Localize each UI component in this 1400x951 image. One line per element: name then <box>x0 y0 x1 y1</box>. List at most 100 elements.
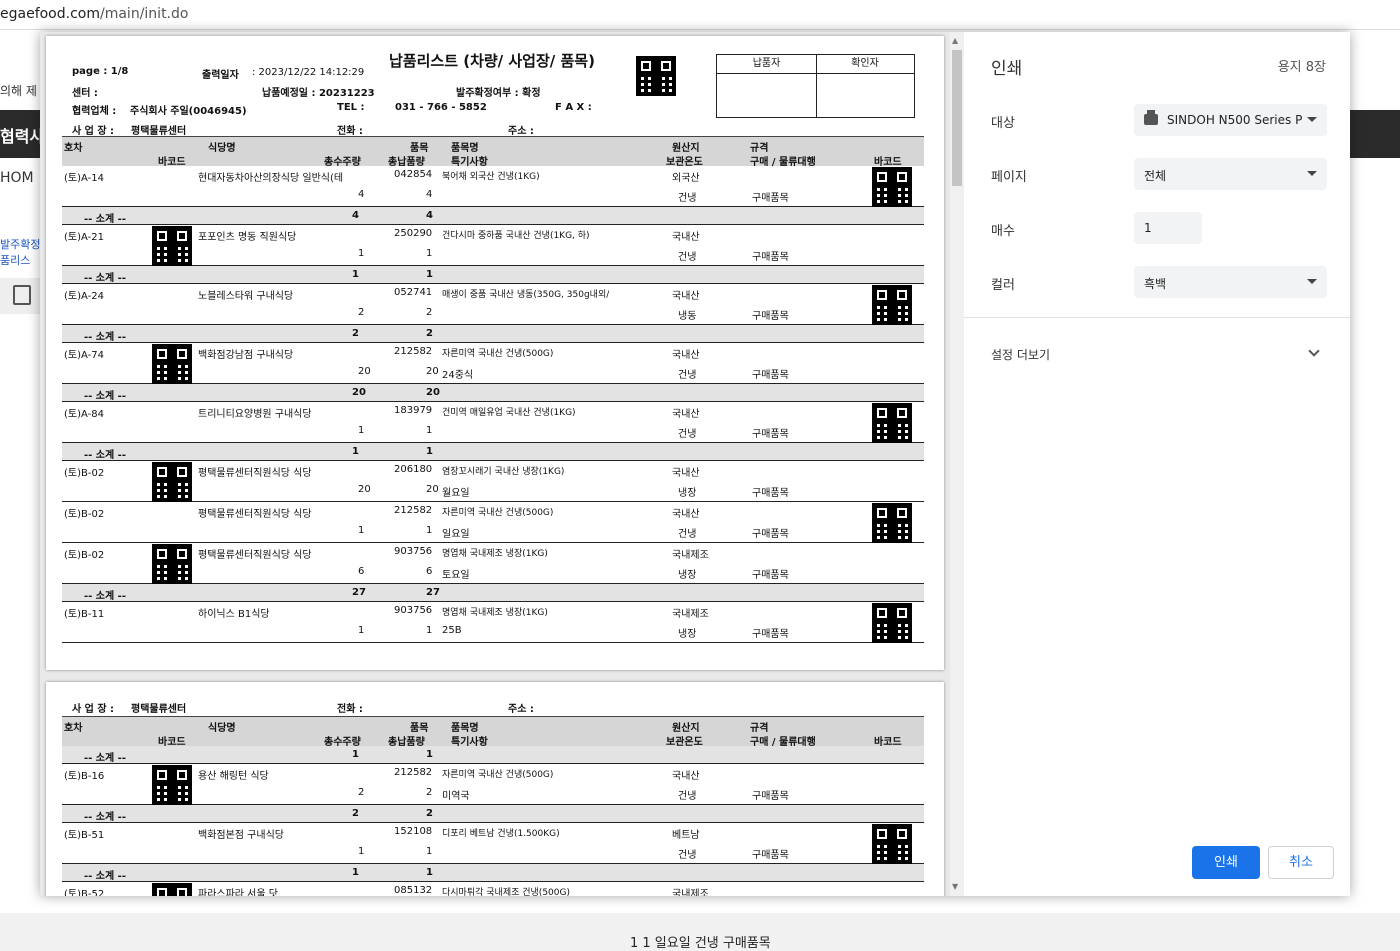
row-item-name: 매생이 중품 국내산 냉동(350G, 350g내외/ <box>442 290 610 300</box>
page-info: page : 1/8 <box>72 66 129 77</box>
barcode-qr-icon <box>872 824 912 864</box>
table-row: (토)B-16 용산 해링턴 식당 212582 자른미역 국내산 건냉(500G) 국… <box>62 764 924 805</box>
barcode-qr-icon <box>152 344 192 384</box>
subtotal-qty: 20 <box>352 387 366 398</box>
background-nav-home[interactable]: HOM <box>0 170 34 186</box>
url-bar[interactable]: egaefood.com/main/init.do <box>0 0 1400 30</box>
subtotal-row: -- 소계 -- 2 2 <box>62 325 924 343</box>
col-spec: 규격 <box>750 143 769 154</box>
header-qr-icon <box>636 56 676 96</box>
color-select[interactable]: 흑백 <box>1134 266 1327 298</box>
vendor-label: 협력업체 : <box>72 106 117 117</box>
row-restaurant: 하이닉스 B1식당 <box>198 609 270 620</box>
destination-select[interactable]: SINDOH N500 Series P <box>1134 104 1327 136</box>
row-origin: 국내산 <box>672 509 700 520</box>
row-origin: 국내산 <box>672 232 700 243</box>
copies-value: 1 <box>1144 221 1152 235</box>
row-qty: 1 <box>358 248 365 259</box>
row-item-name: 명엽채 국내제조 냉장(1KG) <box>442 608 548 618</box>
preview-scroll-thumb[interactable] <box>952 50 962 186</box>
row-item-code: 903756 <box>394 546 433 557</box>
barcode-qr-icon <box>872 503 912 543</box>
row-item-name: 명엽채 국내제조 냉장(1KG) <box>442 549 548 559</box>
phone-label: 전화 : <box>337 126 363 137</box>
row-purchase: 구매품목 <box>752 370 789 381</box>
row-car: (토)A-74 <box>64 350 104 361</box>
preview-scrollbar[interactable] <box>950 32 964 896</box>
col-item-code: 품목 <box>410 143 429 154</box>
row-item-name: 건미역 매일유업 국내산 건냉(1KG) <box>442 408 576 418</box>
print-dialog: page : 1/8 출력일자 : 2023/12/22 14:12:29 납품… <box>40 32 1350 896</box>
row-item-code: 206180 <box>394 464 433 475</box>
col-item-name: 품목명 <box>451 143 479 154</box>
subtotal-row: -- 소계 -- 27 27 <box>62 584 924 602</box>
row-item-name: 염장꼬시래기 국내산 냉장(1KG) <box>442 467 565 477</box>
subtotal-qty: 1 <box>352 867 359 878</box>
more-settings-toggle[interactable]: 설정 더보기 <box>991 348 1051 362</box>
site-name: 평택물류센터 <box>131 126 187 137</box>
row-storage: 건냉 <box>678 429 697 440</box>
col-car: 호차 <box>64 143 83 154</box>
chevron-down-icon[interactable] <box>1308 345 1320 357</box>
row-qty: 4 <box>358 189 365 200</box>
row-delivered: 2 <box>426 787 433 798</box>
row-restaurant: 현대자동차아산의장식당 일반식(테 <box>198 173 344 184</box>
row-restaurant: 파라스파라 서울 닷 <box>198 889 278 896</box>
subtotal-delivered: 1 <box>426 749 433 760</box>
barcode-qr-icon <box>152 226 192 266</box>
row-restaurant: 백화점강남점 구내식당 <box>198 350 294 361</box>
url-path: /main/init.do <box>100 6 189 22</box>
background-header-title: 협력사 <box>0 127 45 146</box>
save-icon[interactable] <box>13 285 31 305</box>
row-item-name: 건다시마 중하품 국내산 건냉(1KG, 하) <box>442 231 590 241</box>
row-delivered: 1 <box>426 248 433 259</box>
print-button[interactable]: 인쇄 <box>1192 846 1260 879</box>
row-storage: 냉장 <box>678 629 697 640</box>
address-label: 주소 : <box>508 126 534 137</box>
row-delivered: 4 <box>426 189 433 200</box>
col-origin: 원산지 <box>672 143 700 154</box>
row-delivered: 20 <box>426 484 439 495</box>
subtotal-label: -- 소계 -- <box>84 871 126 882</box>
subtotal-label: -- 소계 -- <box>84 332 126 343</box>
cancel-button[interactable]: 취소 <box>1268 846 1334 879</box>
row-restaurant: 노블레스타워 구내식당 <box>198 291 294 302</box>
pages-select[interactable]: 전체 <box>1134 158 1327 190</box>
copies-input[interactable]: 1 <box>1134 212 1202 244</box>
sign-checker: 확인자 <box>816 55 914 74</box>
subtotal-label: -- 소계 -- <box>84 812 126 823</box>
subtotal-row: -- 소계 -- 1 1 <box>62 746 924 764</box>
row-storage: 건냉 <box>678 850 697 861</box>
address-label-p2: 주소 : <box>508 704 534 715</box>
table-row: (토)B-11 하이닉스 B1식당 903756 명엽채 국내제조 냉장(1KG) 국내… <box>62 602 924 643</box>
row-note: 미역국 <box>442 791 470 802</box>
background-toolbar <box>0 278 40 314</box>
row-car: (토)A-84 <box>64 409 104 420</box>
subtotal-row: -- 소계 -- 1 1 <box>62 864 924 882</box>
row-note: 일요일 <box>442 529 470 540</box>
subtotal-label: -- 소계 -- <box>84 273 126 284</box>
scroll-down-icon[interactable]: ▼ <box>952 882 959 891</box>
scroll-up-icon[interactable]: ▲ <box>952 36 959 45</box>
print-preview: page : 1/8 출력일자 : 2023/12/22 14:12:29 납품… <box>40 32 964 896</box>
row-qty: 1 <box>358 525 365 536</box>
row-car: (토)A-21 <box>64 232 104 243</box>
print-settings-panel: 인쇄 용지 8장 대상 SINDOH N500 Series P 페이지 전체 … <box>964 32 1350 896</box>
row-origin: 국내산 <box>672 350 700 361</box>
sign-box: 납품자 확인자 <box>716 54 915 118</box>
sign-divider <box>816 55 817 117</box>
background-link-order-confirm[interactable]: 발주확정 <box>0 238 41 251</box>
col-barcode-p2: 바코드 <box>158 737 186 748</box>
chevron-down-icon <box>1307 171 1317 176</box>
row-restaurant: 트리니티요양병원 구내식당 <box>198 409 312 420</box>
tel-label: TEL : <box>337 102 365 113</box>
row-car: (토)B-16 <box>64 771 105 782</box>
row-item-name: 자른미역 국내산 건냉(500G) <box>442 508 554 518</box>
subtotal-label: -- 소계 -- <box>84 450 126 461</box>
row-item-code: 152108 <box>394 826 433 837</box>
background-link-list[interactable]: 품리스 <box>0 254 31 267</box>
col-total-delivery-p2: 총납품량 <box>388 737 425 748</box>
row-qty: 1 <box>358 846 365 857</box>
row-restaurant: 용산 해링턴 식당 <box>198 771 269 782</box>
row-qty: 20 <box>358 484 371 495</box>
